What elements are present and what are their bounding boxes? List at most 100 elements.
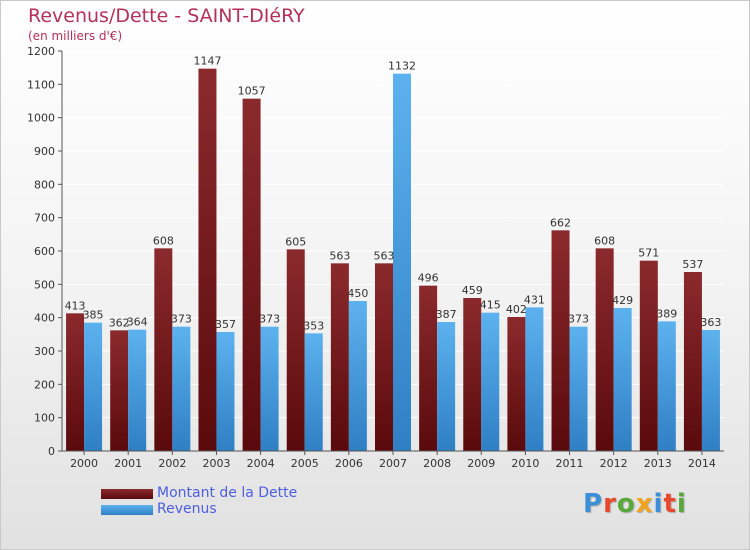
value-label-dette: 459	[462, 284, 483, 297]
x-tick-label: 2009	[467, 457, 495, 470]
value-label-revenus: 373	[568, 313, 589, 326]
value-label-dette: 605	[285, 235, 306, 248]
bar-dette	[242, 98, 261, 452]
value-label-revenus: 373	[171, 313, 192, 326]
x-tick-label: 2006	[335, 457, 363, 470]
value-label-dette: 496	[418, 272, 439, 285]
bar-dette	[639, 260, 658, 451]
proxiti-logo: Proxiti	[583, 489, 687, 519]
bar-revenus	[348, 301, 367, 451]
y-tick-label: 600	[34, 245, 55, 258]
bar-revenus	[437, 322, 456, 451]
value-label-dette: 402	[506, 303, 527, 316]
bar-revenus	[172, 326, 191, 451]
bar-dette	[683, 272, 702, 451]
value-label-revenus: 415	[480, 299, 501, 312]
value-label-revenus: 357	[215, 318, 236, 331]
x-tick-label: 2001	[114, 457, 142, 470]
bar-revenus	[84, 322, 103, 451]
x-tick-label: 2005	[291, 457, 319, 470]
x-tick-label: 2014	[688, 457, 716, 470]
value-label-revenus: 431	[524, 293, 545, 306]
value-label-revenus: 1132	[388, 60, 416, 73]
bar-revenus	[260, 326, 279, 451]
bar-dette	[419, 285, 438, 451]
chart-title: Revenus/Dette - SAINT-DIéRY	[28, 5, 305, 27]
value-label-dette: 362	[109, 316, 130, 329]
y-tick-label: 400	[34, 312, 55, 325]
bar-dette	[375, 263, 393, 451]
value-label-dette: 413	[65, 299, 86, 312]
bar-revenus	[613, 308, 632, 451]
value-label-dette: 563	[329, 249, 350, 262]
bar-dette	[154, 248, 173, 451]
value-label-dette: 563	[374, 249, 395, 262]
y-tick-label: 1000	[27, 112, 55, 125]
y-tick-label: 0	[48, 445, 55, 458]
value-label-revenus: 385	[83, 309, 104, 322]
logo-letter: o	[616, 489, 636, 519]
y-tick-label: 200	[34, 378, 55, 391]
value-label-dette: 571	[638, 247, 659, 260]
x-tick-label: 2011	[556, 457, 584, 470]
bar-dette	[110, 330, 129, 451]
bar-dette	[463, 298, 482, 451]
logo-letter: x	[635, 489, 654, 519]
legend-label-revenus: Revenus	[157, 501, 217, 517]
value-label-dette: 662	[550, 216, 571, 229]
logo-letter: r	[603, 489, 617, 519]
y-tick-label: 500	[34, 278, 55, 291]
logo-letter: i	[676, 489, 687, 519]
bar-revenus	[304, 333, 323, 451]
y-tick-label: 1200	[27, 45, 55, 58]
bar-revenus	[393, 73, 411, 452]
bar-dette	[66, 313, 85, 451]
y-tick-label: 1100	[27, 78, 55, 91]
bar-revenus	[216, 332, 235, 451]
bar-revenus	[657, 321, 676, 451]
value-label-revenus: 387	[436, 308, 457, 321]
chart-unit-subtitle: (en milliers d'€)	[28, 29, 123, 43]
x-tick-label: 2002	[158, 457, 186, 470]
value-label-revenus: 389	[656, 307, 677, 320]
y-tick-label: 900	[34, 145, 55, 158]
value-label-revenus: 373	[259, 313, 280, 326]
value-label-revenus: 450	[347, 287, 368, 300]
value-label-revenus: 353	[303, 319, 324, 332]
value-label-dette: 537	[682, 258, 703, 271]
logo-letter: i	[653, 489, 664, 519]
value-label-revenus: 364	[127, 316, 148, 329]
bar-dette	[330, 263, 349, 451]
bar-dette	[551, 230, 570, 451]
axes: 0 100 200 300 400 500 600 700 800 900 1000 1100 1200…	[27, 45, 724, 470]
value-label-dette: 1147	[193, 55, 221, 68]
logo-letter: t	[663, 489, 677, 519]
x-tick-label: 2000	[70, 457, 98, 470]
bar-dette	[507, 317, 526, 451]
x-tick-label: 2003	[202, 457, 230, 470]
value-label-revenus: 363	[700, 316, 721, 329]
value-label-revenus: 429	[612, 294, 633, 307]
bar-dette	[595, 248, 614, 451]
logo-letter: P	[583, 489, 604, 519]
y-tick-label: 100	[34, 412, 55, 425]
y-tick-label: 800	[34, 178, 55, 191]
bar-revenus	[128, 329, 147, 451]
legend-swatch-dette	[101, 489, 153, 499]
x-tick-label: 2004	[247, 457, 275, 470]
bar-revenus	[525, 307, 544, 451]
bar-dette	[198, 68, 217, 452]
value-label-dette: 608	[594, 234, 615, 247]
bar-revenus	[701, 330, 720, 451]
value-label-dette: 1057	[238, 85, 266, 98]
value-label-dette: 608	[153, 234, 174, 247]
x-tick-label: 2012	[600, 457, 628, 470]
x-tick-label: 2008	[423, 457, 451, 470]
legend-swatch-revenus	[101, 505, 153, 515]
x-tick-label: 2007	[379, 457, 407, 470]
legend-label-dette: Montant de la Dette	[157, 485, 298, 501]
bars	[66, 68, 720, 452]
